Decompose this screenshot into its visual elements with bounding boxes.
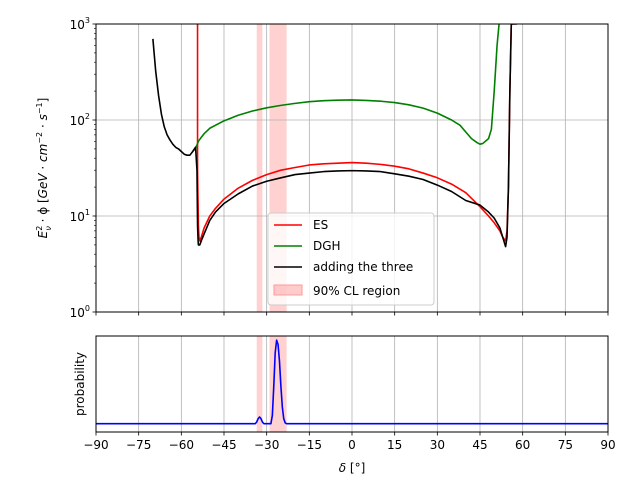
top-series-lines [152, 24, 517, 248]
bottom-xtick-label-9: 45 [472, 438, 487, 452]
bottom-xtick-label-4: −30 [254, 438, 279, 452]
legend-swatch-cl [273, 284, 303, 296]
bottom-xtick-label-7: 15 [387, 438, 402, 452]
legend-label-dgh: DGH [313, 239, 341, 253]
top-ytick-label-2: 102 [70, 112, 90, 128]
series-line-adding-the-three [152, 24, 517, 248]
bottom-xtick-label-12: 90 [600, 438, 615, 452]
top-ytick-label-0: 100 [70, 304, 90, 320]
top-cl-band-0 [256, 24, 263, 312]
bottom-series-lines [96, 339, 608, 425]
top-ytick-label-3: 103 [70, 16, 90, 32]
legend-label-sum: adding the three [313, 260, 413, 274]
bottom-xtick-label-2: −60 [169, 438, 194, 452]
legend-box [267, 212, 435, 306]
bottom-xtick-label-11: 75 [558, 438, 573, 452]
bottom-x-ticks: −90 −75 −60 −45 −30 −15 0 15 30 45 60 75 90 [83, 312, 616, 452]
bottom-xtick-label-6: 0 [348, 438, 356, 452]
series-line-dgh [192, 24, 500, 152]
bottom-xtick-label-8: 30 [430, 438, 445, 452]
bottom-x-axis-label: δ [°] [339, 461, 366, 475]
probability-line [96, 339, 608, 425]
bottom-y-axis-label: probability [73, 352, 87, 416]
legend-label-cl: 90% CL region [313, 284, 400, 298]
top-y-axis-label: E2ν · ϕ [GeV · cm−2 · s−1] [35, 98, 53, 239]
bottom-xtick-label-3: −45 [211, 438, 236, 452]
legend-label-es: ES [313, 218, 328, 232]
bottom-xtick-label-0: −90 [83, 438, 108, 452]
bottom-cl-band-0 [256, 336, 263, 432]
top-ytick-label-1: 101 [70, 208, 90, 224]
bottom-panel: −90 −75 −60 −45 −30 −15 0 15 30 45 60 75 90 probabil… [73, 312, 616, 475]
bottom-xtick-label-10: 60 [515, 438, 530, 452]
bottom-xtick-label-1: −75 [126, 438, 151, 452]
bottom-xtick-label-5: −15 [297, 438, 322, 452]
legend: ES DGH adding the three 90% CL region [267, 212, 435, 306]
top-y-ticks: 100 101 102 103 [70, 16, 96, 320]
